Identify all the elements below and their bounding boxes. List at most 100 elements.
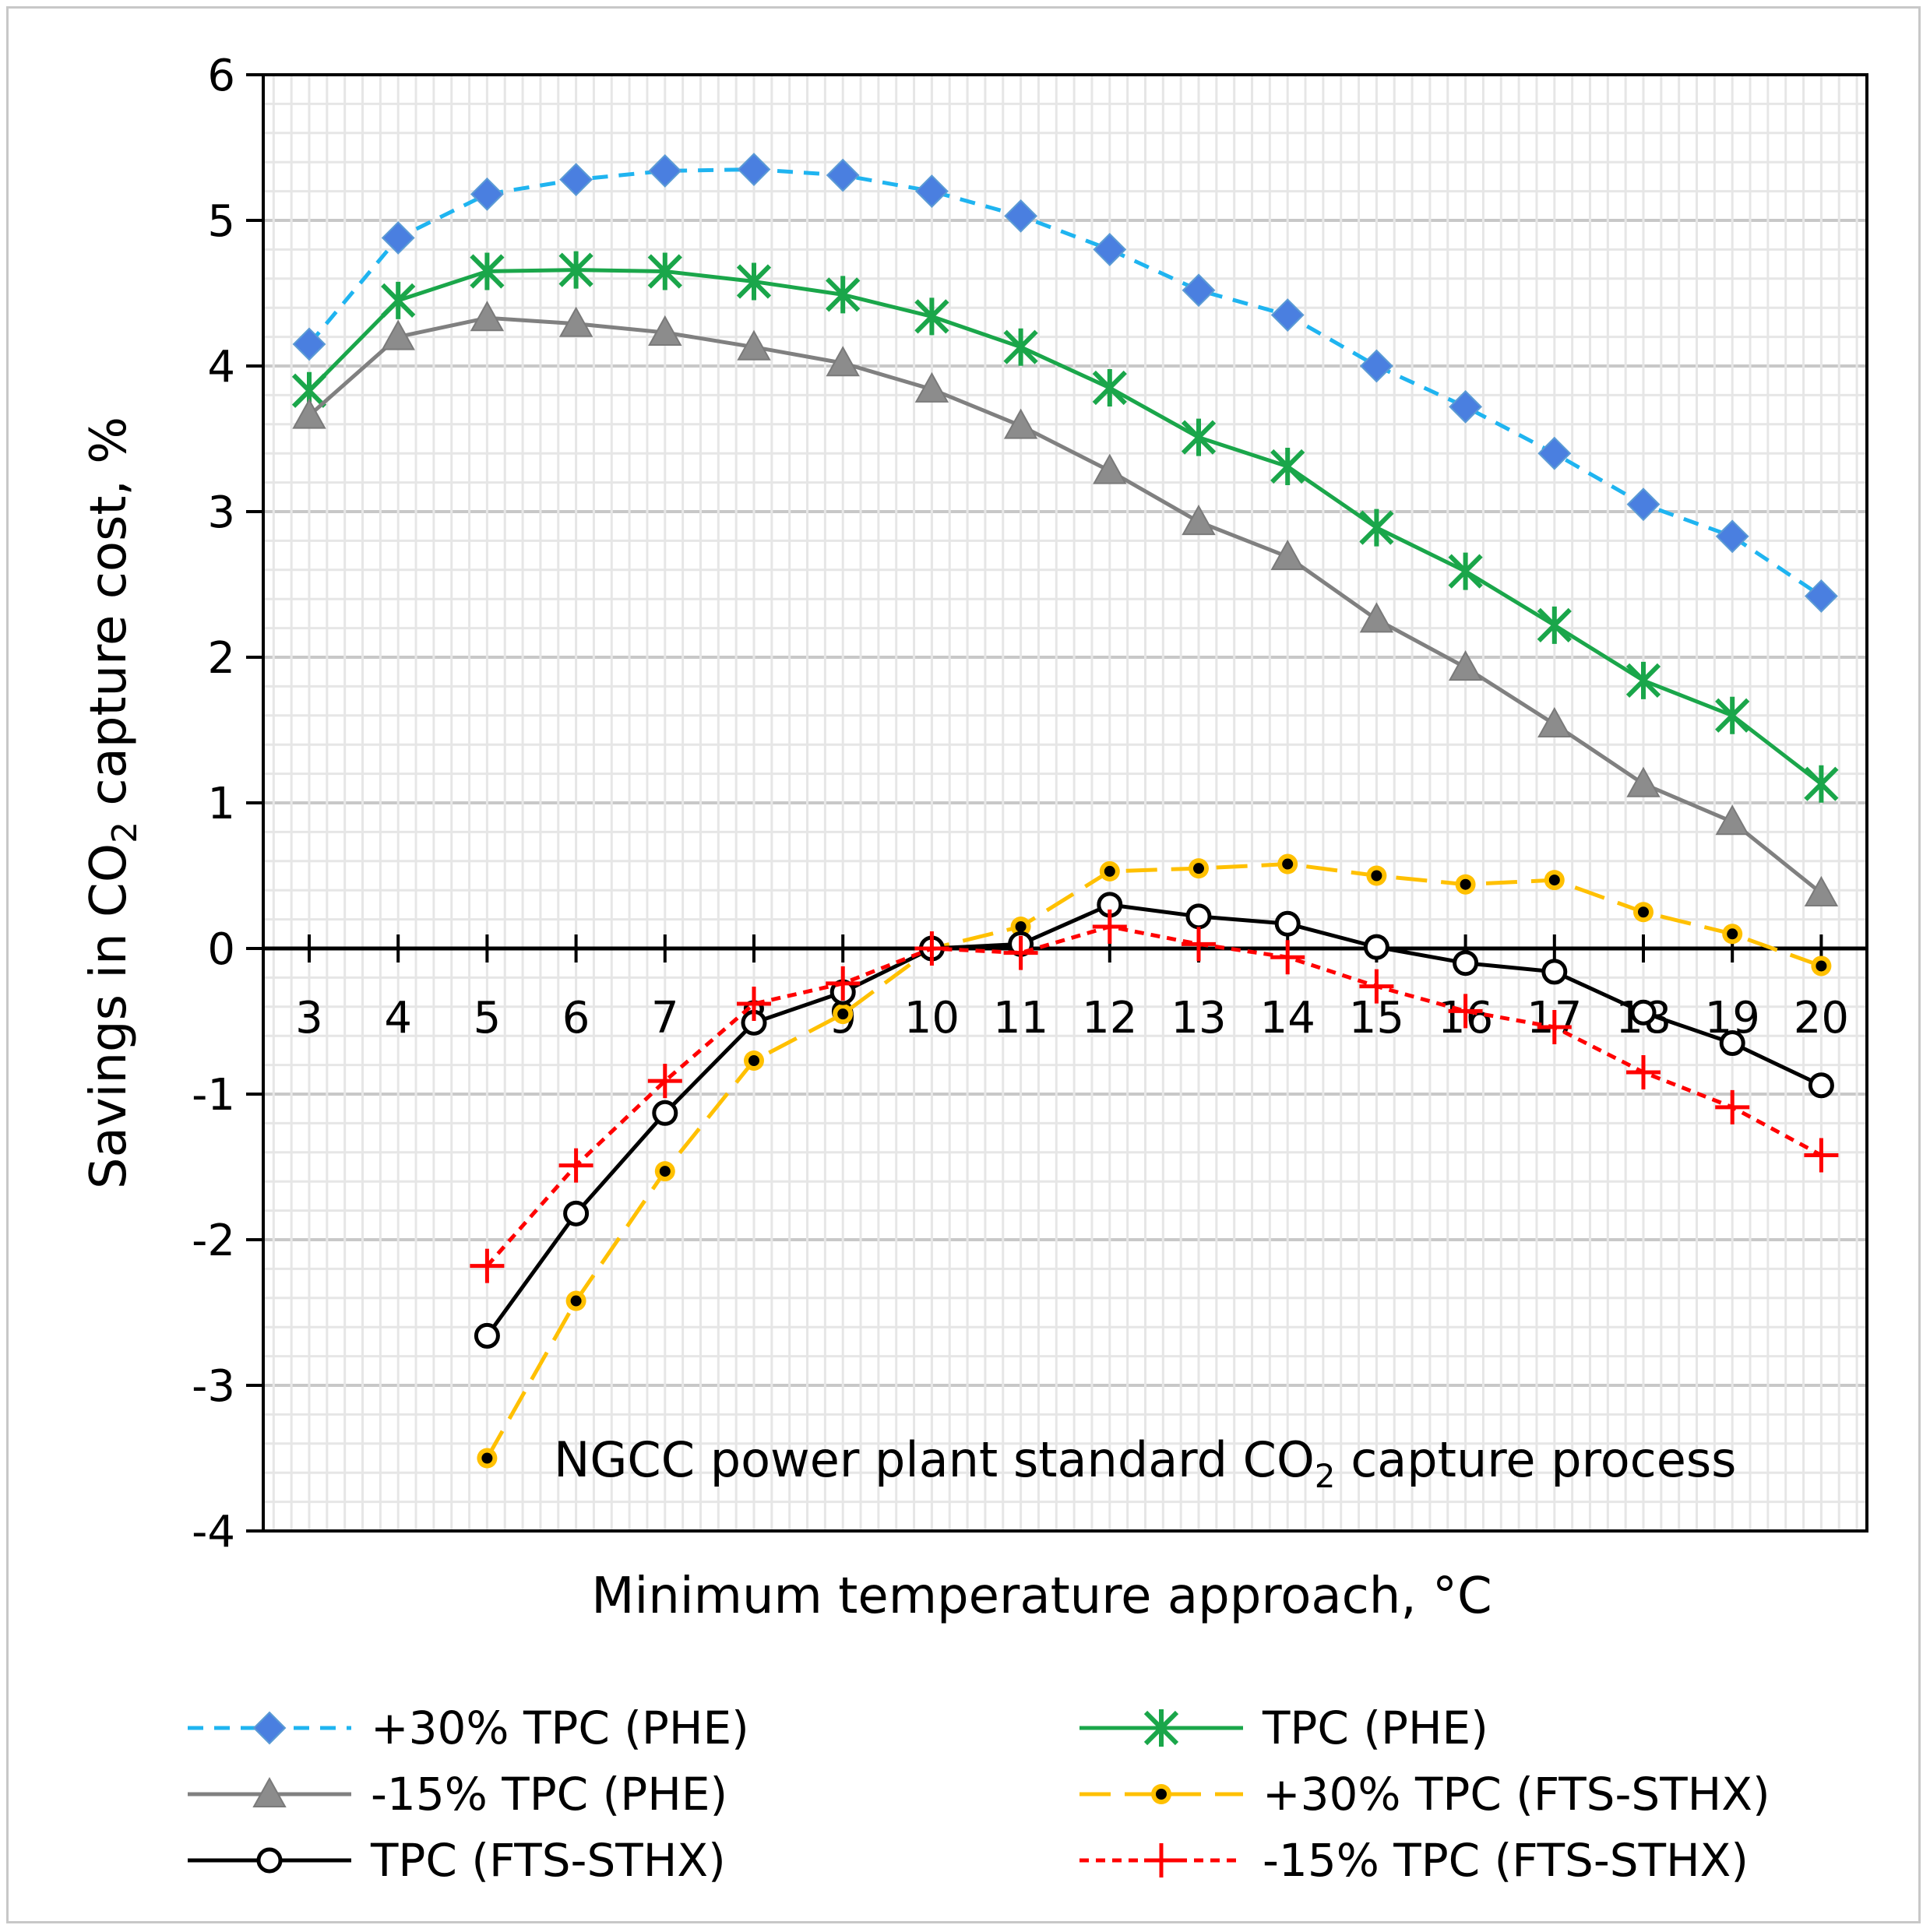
- data-point: [1715, 519, 1749, 554]
- data-point: [1625, 661, 1661, 699]
- data-point: [1270, 298, 1305, 332]
- data-point: [737, 153, 771, 186]
- data-point: [1270, 940, 1305, 975]
- data-point: [1182, 505, 1216, 536]
- data-point: [1182, 927, 1216, 962]
- legend-entry-5: TPC (FTS-STHX): [188, 1834, 726, 1887]
- y-tick-label: 4: [207, 342, 235, 392]
- data-point: [648, 315, 682, 346]
- data-point: [558, 1148, 593, 1183]
- data-point: [1719, 1030, 1745, 1057]
- series-line: [308, 315, 1823, 895]
- y-tick-label: 6: [207, 51, 235, 101]
- x-tick-label: 4: [384, 993, 412, 1043]
- data-point: [1804, 1138, 1839, 1173]
- data-point: [1277, 853, 1298, 875]
- data-point: [1448, 650, 1483, 681]
- data-point: [1181, 418, 1217, 456]
- data-point: [558, 306, 593, 337]
- y-tick-label: 5: [207, 196, 235, 247]
- legend-label: TPC (PHE): [1262, 1701, 1488, 1754]
- series-line: [308, 268, 1823, 786]
- x-tick-label: 13: [1171, 993, 1226, 1043]
- y-tick-label: 1: [207, 779, 235, 829]
- series-6: [470, 909, 1839, 1283]
- data-point: [1359, 969, 1394, 1004]
- legend-marker: [252, 1776, 287, 1807]
- series-4: [477, 853, 1832, 1469]
- y-tick-label: 3: [207, 487, 235, 538]
- data-point: [558, 251, 593, 289]
- series-line: [485, 862, 1823, 1459]
- data-point: [833, 1004, 854, 1025]
- data-point: [648, 154, 682, 188]
- legend: +30% TPC (PHE) TPC (PHE) -15% TPC (PHE) +30…: [188, 1701, 1770, 1887]
- data-point: [1185, 903, 1212, 930]
- data-point: [1448, 552, 1483, 590]
- legend-marker: [1144, 1843, 1178, 1877]
- data-point: [565, 1290, 586, 1311]
- data-point: [652, 1100, 678, 1126]
- data-point: [292, 327, 326, 361]
- data-point: [1626, 1054, 1661, 1089]
- annotation-subscript: 2: [1315, 1457, 1336, 1495]
- data-point: [1537, 706, 1572, 738]
- data-point: [477, 1448, 498, 1469]
- legend-entry-1: +30% TPC (PHE): [188, 1701, 749, 1754]
- legend-label: +30% TPC (PHE): [371, 1701, 749, 1754]
- data-point: [914, 174, 949, 209]
- data-point: [736, 262, 772, 301]
- legend-marker: [256, 1847, 283, 1874]
- data-point: [292, 398, 326, 429]
- series-2: [291, 251, 1839, 803]
- legend-label: -15% TPC (FTS-STHX): [1263, 1834, 1749, 1887]
- data-point: [1366, 865, 1387, 886]
- x-tick-label: 14: [1260, 993, 1315, 1043]
- data-point: [826, 276, 861, 314]
- data-point: [1010, 916, 1031, 937]
- data-point: [381, 281, 416, 319]
- data-point: [1092, 909, 1127, 944]
- series-3: [292, 301, 1839, 906]
- data-point: [1811, 955, 1832, 977]
- data-point: [470, 301, 505, 332]
- data-point: [647, 252, 682, 290]
- series-line: [485, 924, 1823, 1268]
- data-point: [1804, 579, 1838, 613]
- data-point: [1544, 870, 1565, 891]
- x-axis-title: Minimum temperature approach, °C: [591, 1568, 1492, 1625]
- data-point: [826, 346, 860, 377]
- data-point: [381, 221, 415, 255]
- data-point: [914, 297, 949, 336]
- data-point: [1804, 765, 1839, 803]
- series-1: [292, 153, 1838, 613]
- data-point: [744, 1050, 764, 1071]
- data-point: [1715, 804, 1749, 836]
- data-point: [1453, 950, 1479, 977]
- data-point: [1359, 349, 1393, 383]
- data-point: [470, 252, 505, 290]
- data-point: [1715, 696, 1750, 734]
- data-point: [1003, 408, 1038, 439]
- data-point: [1359, 509, 1394, 547]
- data-point: [1270, 539, 1305, 570]
- legend-entry-3: -15% TPC (PHE): [188, 1768, 727, 1821]
- y-axis-title: Savings in CO2 capture cost, %: [80, 417, 145, 1189]
- legend-entry-2: TPC (PHE): [1079, 1701, 1488, 1754]
- data-point: [470, 1248, 505, 1283]
- data-point: [914, 931, 949, 966]
- data-point: [654, 1161, 675, 1182]
- data-point: [1537, 436, 1572, 470]
- y-tick-label: -2: [192, 1216, 235, 1266]
- data-point: [1270, 448, 1305, 486]
- data-point: [647, 1064, 682, 1099]
- y-axis-title-prefix: Savings in CO: [80, 843, 138, 1189]
- series-5: [474, 892, 1834, 1349]
- data-point: [1449, 389, 1483, 424]
- legend-entry-4: +30% TPC (FTS-STHX): [1079, 1768, 1770, 1821]
- data-point: [474, 1322, 500, 1349]
- y-axis-title-suffix: capture cost, %: [80, 417, 138, 822]
- x-tick-label: 11: [993, 993, 1048, 1043]
- chart-annotation: NGCC power plant standard CO2 capture pr…: [554, 1431, 1736, 1495]
- legend-entry-6: -15% TPC (FTS-STHX): [1079, 1834, 1749, 1887]
